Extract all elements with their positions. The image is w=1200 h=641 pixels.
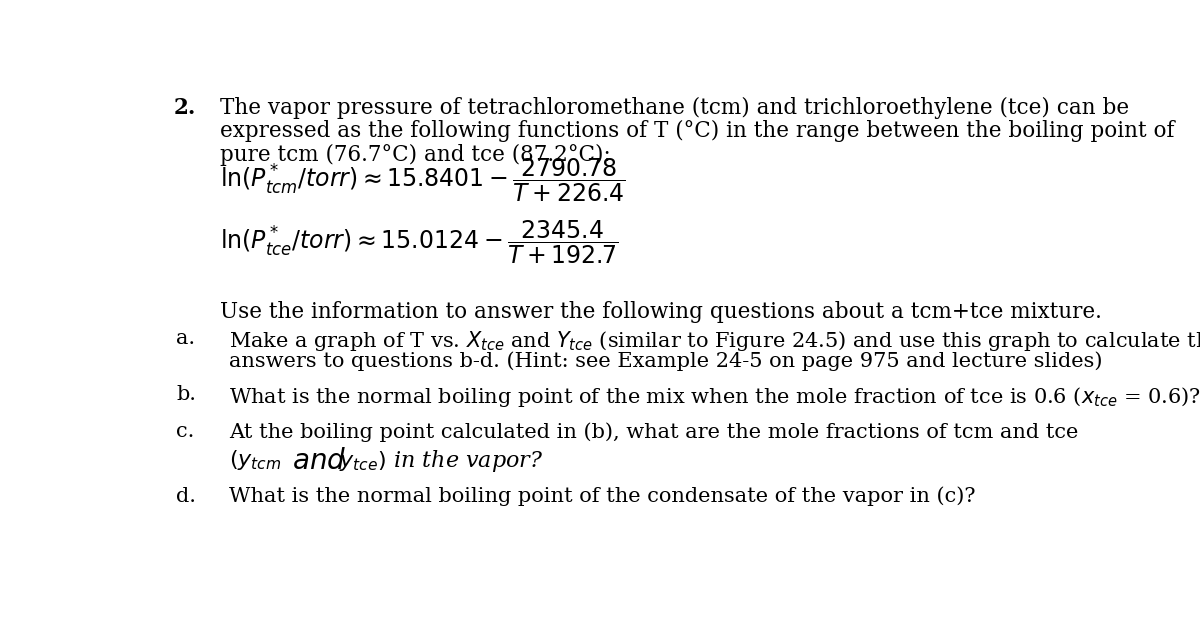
Text: $\ln(P^*_{tcm}/torr) \approx 15.8401 - \dfrac{2790.78}{T + 226.4}$: $\ln(P^*_{tcm}/torr) \approx 15.8401 - \… [220,157,625,204]
Text: pure tcm (76.7°C) and tce (87.2°C):: pure tcm (76.7°C) and tce (87.2°C): [220,144,611,166]
Text: The vapor pressure of tetrachloromethane (tcm) and trichloroethylene (tce) can b: The vapor pressure of tetrachloromethane… [220,97,1129,119]
Text: answers to questions b-d. (Hint: see Example 24-5 on page 975 and lecture slides: answers to questions b-d. (Hint: see Exa… [229,351,1103,370]
Text: Use the information to answer the following questions about a tcm+tce mixture.: Use the information to answer the follow… [220,301,1102,324]
Text: What is the normal boiling point of the mix when the mole fraction of tce is 0.6: What is the normal boiling point of the … [229,385,1200,410]
Text: d.: d. [176,487,196,506]
Text: a.: a. [176,329,196,347]
Text: At the boiling point calculated in (b), what are the mole fractions of tcm and t: At the boiling point calculated in (b), … [229,422,1079,442]
Text: $\ln(P^*_{tce}/torr) \approx 15.0124 - \dfrac{2345.4}{T + 192.7}$: $\ln(P^*_{tce}/torr) \approx 15.0124 - \… [220,219,618,266]
Text: expressed as the following functions of T (°C) in the range between the boiling : expressed as the following functions of … [220,121,1175,142]
Text: 2.: 2. [173,97,196,119]
Text: Make a graph of T vs. $X_{tce}$ and $Y_{tce}$ (similar to Figure 24.5) and use t: Make a graph of T vs. $X_{tce}$ and $Y_{… [229,329,1200,353]
Text: What is the normal boiling point of the condensate of the vapor in (c)?: What is the normal boiling point of the … [229,487,976,506]
Text: $\mathbf{\mathit{and}}$: $\mathbf{\mathit{and}}$ [293,448,347,475]
Text: b.: b. [176,385,196,404]
Text: c.: c. [176,422,194,442]
Text: $y_{tce})$ in the vapor?: $y_{tce})$ in the vapor? [338,448,544,474]
Text: $(y_{tcm}$: $(y_{tcm}$ [229,448,282,472]
